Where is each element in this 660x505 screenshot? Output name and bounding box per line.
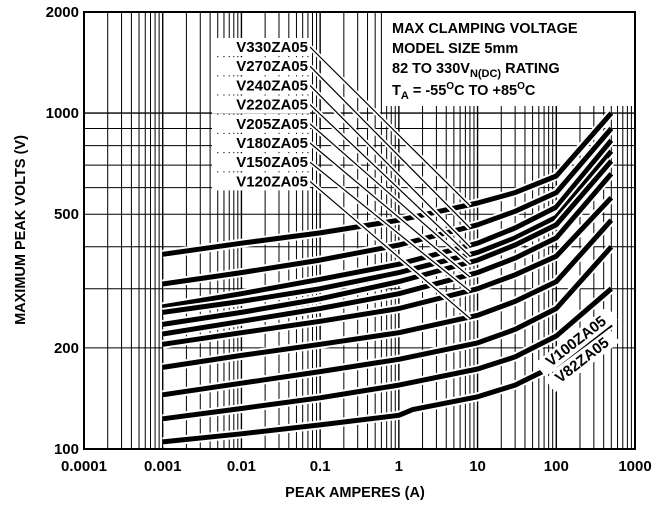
callout-label-background — [212, 172, 310, 191]
info-line-4-t: T — [392, 83, 401, 99]
y-tick-label: 500 — [54, 206, 79, 223]
rotated-label-background — [544, 328, 620, 393]
x-tick-label: 1000 — [618, 458, 651, 475]
tick-labels: 0.0001 0.001 0.01 0.1 1 10 100 1000 100 200 500 100… — [46, 4, 652, 475]
x-tick-label: 100 — [544, 458, 569, 475]
callout-label-background — [212, 114, 310, 133]
info-box-background — [383, 12, 635, 106]
info-line-3-end: RATING — [501, 61, 560, 77]
series-line-unlabeled-8 — [162, 245, 614, 398]
y-tick-label: 2000 — [46, 4, 79, 21]
callout-leader — [309, 104, 471, 257]
x-tick-label: 0.1 — [310, 458, 331, 475]
x-tick-label: 1 — [395, 458, 403, 475]
callout-label-background — [212, 134, 310, 152]
x-tick-label: 10 — [469, 458, 486, 475]
y-tick-label: 1000 — [46, 105, 79, 122]
series-line-v180za05 — [162, 172, 614, 337]
series-line-v205za05 — [162, 159, 614, 327]
callout-label-background — [212, 76, 310, 95]
x-tick-label: 0.001 — [144, 458, 182, 475]
callout-leader — [309, 65, 471, 229]
info-line-4-a: = -55 — [409, 83, 446, 99]
series-line-v150za05 — [162, 195, 614, 347]
callout-label-v150za05: V150ZA05 — [236, 154, 308, 171]
callout-leader — [309, 123, 471, 265]
rotated-label-background — [534, 306, 618, 377]
x-tick-label: 0.0001 — [61, 458, 107, 475]
callout-leader — [309, 142, 471, 278]
info-line-1: MAX CLAMPING VOLTAGE — [392, 21, 578, 37]
callout-label-v270za05: V270ZA05 — [236, 58, 308, 75]
callout-leader — [309, 84, 471, 248]
info-line-3-sub: N(DC) — [470, 68, 501, 80]
series-line-v120za05 — [162, 218, 614, 370]
y-tick-label: 100 — [54, 441, 79, 458]
plot-frame — [83, 11, 636, 450]
callout-label-background — [212, 153, 310, 172]
info-line-3-main: 82 TO 330V — [392, 61, 470, 77]
callout-label-v240za05: V240ZA05 — [236, 77, 308, 94]
callout-leader — [309, 180, 471, 319]
series-line-v100za05 — [162, 286, 613, 422]
callout-label-v120za05: V120ZA05 — [236, 173, 308, 190]
callout-label-background — [212, 95, 310, 114]
info-line-4: TA = -55OC TO +85OC — [392, 81, 536, 102]
x-tick-label: 0.01 — [227, 458, 256, 475]
info-line-3: 82 TO 330VN(DC) RATING — [392, 61, 560, 80]
info-line-4-b: C TO +85 — [454, 83, 517, 99]
callout-label-background — [212, 38, 310, 56]
info-line-4-c: C — [525, 83, 536, 99]
info-box: MAX CLAMPING VOLTAGE MODEL SIZE 5mm 82 T… — [383, 12, 635, 106]
y-axis-title: MAXIMUM PEAK VOLTS (V) — [13, 135, 29, 325]
callout-leader — [309, 161, 471, 292]
info-line-2: MODEL SIZE 5mm — [392, 41, 518, 57]
info-line-4-sub: A — [401, 90, 409, 102]
x-axis-title: PEAK AMPERES (A) — [285, 485, 425, 501]
info-line-4-deg2: O — [517, 81, 525, 92]
callout-label-v330za05: V330ZA05 — [236, 39, 308, 56]
info-line-4-deg1: O — [446, 81, 454, 92]
callout-leader — [309, 46, 471, 207]
callout-label-background — [212, 57, 310, 76]
y-tick-label: 200 — [54, 340, 79, 357]
callout-label-v205za05: V205ZA05 — [236, 116, 308, 133]
callout-label-v220za05: V220ZA05 — [236, 97, 308, 114]
callout-label-v180za05: V180ZA05 — [236, 135, 308, 152]
